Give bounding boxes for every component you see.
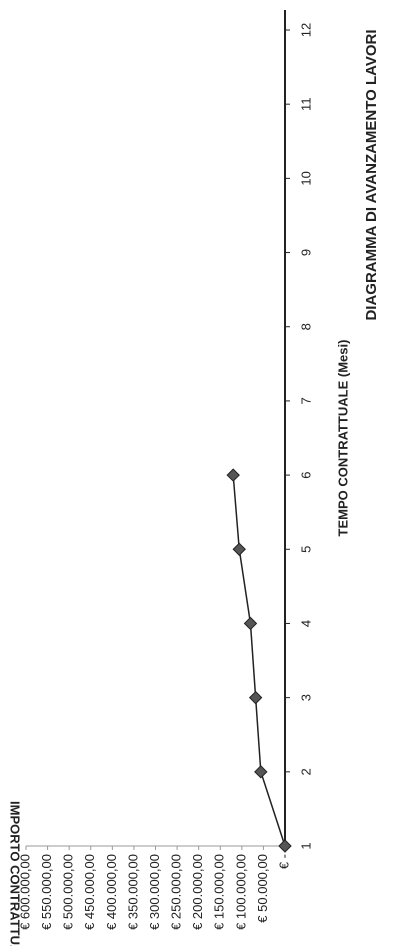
chart-title: DIAGRAMMA DI AVANZAMENTO LAVORI: [363, 29, 380, 320]
x-tick-label: 12: [298, 23, 313, 37]
y-tick-label: € 250.000,00: [169, 854, 184, 930]
y-tick-label: € 500.000,00: [61, 854, 76, 930]
y-axis-title: IMPORTO CONTRATTUALE: [8, 801, 23, 946]
y-tick-label: € 450.000,00: [82, 854, 97, 930]
x-tick-label: 5: [298, 546, 313, 553]
x-tick-label: 10: [298, 171, 313, 185]
y-tick-label: € 400.000,00: [104, 854, 119, 930]
rotated-chart: DIAGRAMMA DI AVANZAMENTO LAVORI TEMPO CO…: [8, 10, 380, 946]
marker: [226, 468, 240, 482]
x-tick-label: 11: [298, 97, 313, 111]
x-tick-label: 2: [298, 768, 313, 775]
x-tick-label: 1: [298, 842, 313, 849]
marker: [232, 542, 246, 556]
y-tick-label: € 50.000,00: [255, 854, 270, 923]
y-tick-label: € -: [276, 854, 291, 869]
data-line: [232, 475, 286, 847]
y-tick-label: € 600.000,00: [17, 854, 32, 930]
marker: [248, 690, 263, 705]
x-tick-label: 4: [298, 620, 313, 627]
x-axis-title: TEMPO CONTRATTUALE (Mesi): [335, 340, 350, 537]
x-tick-label: 6: [298, 471, 313, 478]
x-tick-label: 3: [298, 694, 313, 701]
y-tick-label: € 100.000,00: [233, 854, 248, 930]
y-tick-label: € 200.000,00: [190, 854, 205, 930]
marker: [243, 616, 258, 631]
x-tick-label: 7: [298, 397, 313, 404]
x-tick-label: 8: [298, 323, 313, 330]
y-tick-label: € 150.000,00: [212, 854, 227, 930]
marker: [254, 765, 268, 779]
y-tick-label: € 550.000,00: [39, 854, 54, 930]
y-tick-label: € 300.000,00: [147, 854, 162, 930]
x-tick-label: 9: [298, 249, 313, 256]
marker: [278, 839, 292, 853]
y-tick-label: € 350.000,00: [125, 854, 140, 930]
